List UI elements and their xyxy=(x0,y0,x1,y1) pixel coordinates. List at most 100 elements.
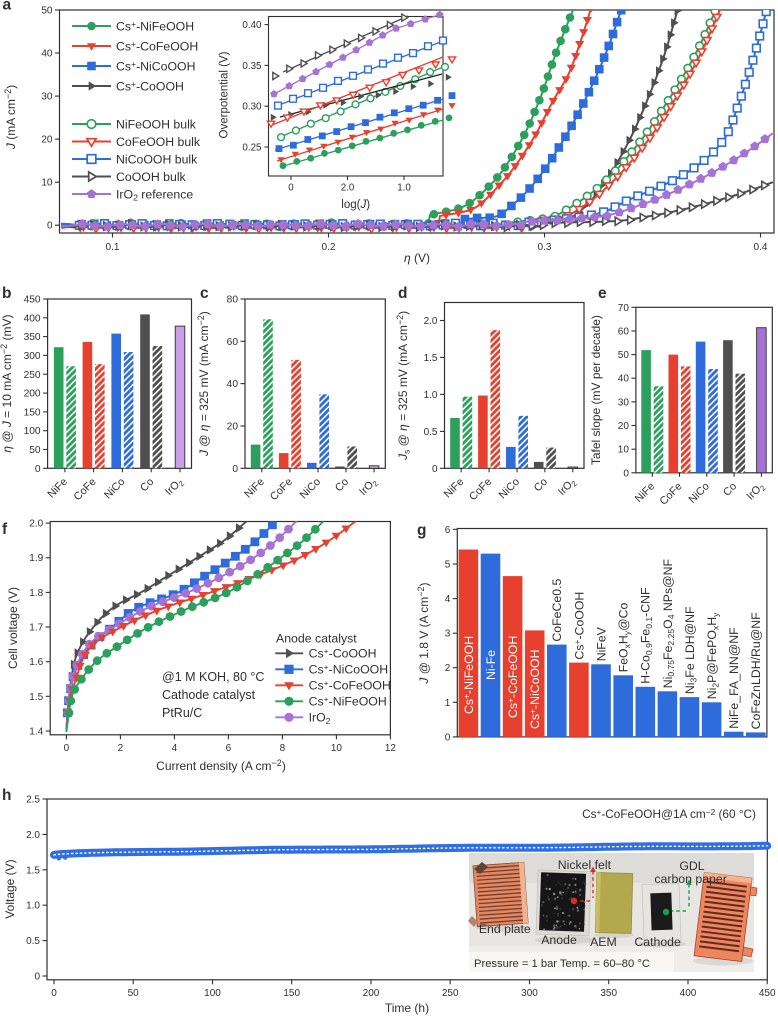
svg-text:Ni0.75​Fe2.25​O4​ NPs@NF: Ni0.75​Fe2.25​O4​ NPs@NF xyxy=(661,558,676,688)
svg-text:6: 6 xyxy=(226,743,232,754)
svg-text:End plate: End plate xyxy=(479,922,531,936)
svg-text:c: c xyxy=(200,285,209,302)
svg-text:J (mA cm−2​): J (mA cm−2​) xyxy=(3,85,18,150)
svg-text:0.40: 0.40 xyxy=(242,20,262,31)
svg-text:Cs+​-NiCoOOH: Cs+​-NiCoOOH xyxy=(309,662,389,676)
svg-text:PtRu/C: PtRu/C xyxy=(162,706,202,720)
svg-text:IrO2​: IrO2​ xyxy=(309,711,331,726)
svg-text:400: 400 xyxy=(24,313,41,324)
svg-text:Anode: Anode xyxy=(541,933,577,947)
svg-text:0: 0 xyxy=(47,221,53,232)
svg-text:Cs+​-NiFeOOH: Cs+​-NiFeOOH xyxy=(116,19,194,33)
svg-text:b: b xyxy=(2,285,11,302)
svg-text:log(J): log(J) xyxy=(341,199,370,211)
svg-text:0: 0 xyxy=(232,464,238,475)
svg-text:0: 0 xyxy=(445,732,451,743)
svg-text:10: 10 xyxy=(41,178,53,189)
svg-text:η @ J = 10 mA cm−2​ (mV): η @ J = 10 mA cm−2​ (mV) xyxy=(0,315,14,453)
svg-text:J @ 1.8 V (A cm−2​): J @ 1.8 V (A cm−2​) xyxy=(416,582,431,684)
svg-text:carbon paper: carbon paper xyxy=(654,872,726,886)
svg-text:Current density (A cm−2​): Current density (A cm−2​) xyxy=(156,758,286,773)
svg-text:GDL: GDL xyxy=(679,859,704,873)
svg-text:CoOOH bulk: CoOOH bulk xyxy=(116,170,187,184)
svg-text:10: 10 xyxy=(618,445,630,456)
svg-text:0: 0 xyxy=(288,183,294,194)
svg-text:20: 20 xyxy=(41,135,53,146)
svg-text:Cathode: Cathode xyxy=(634,935,681,949)
svg-text:1: 1 xyxy=(445,698,451,709)
svg-text:2: 2 xyxy=(445,663,451,674)
svg-text:70: 70 xyxy=(618,303,630,314)
svg-text:0.1: 0.1 xyxy=(106,242,120,253)
svg-text:2.0: 2.0 xyxy=(424,316,438,327)
svg-text:0: 0 xyxy=(51,988,57,999)
svg-text:3: 3 xyxy=(445,629,451,640)
svg-text:0.4: 0.4 xyxy=(754,242,768,253)
svg-text:Cathode catalyst: Cathode catalyst xyxy=(162,688,256,702)
svg-text:450: 450 xyxy=(24,295,41,306)
svg-text:10: 10 xyxy=(331,743,343,754)
svg-text:300: 300 xyxy=(24,351,41,362)
svg-text:350: 350 xyxy=(600,988,617,999)
svg-text:Cs+​-CoFeOOH: Cs+​-CoFeOOH xyxy=(309,678,391,692)
svg-text:80: 80 xyxy=(227,295,239,306)
svg-text:60: 60 xyxy=(618,327,630,338)
svg-text:FeOx​Hy​@Co: FeOx​Hy​@Co xyxy=(617,603,632,673)
svg-text:50: 50 xyxy=(41,6,53,17)
svg-text:1.9: 1.9 xyxy=(29,553,43,564)
svg-text:Ni3​Fe LDH@NF: Ni3​Fe LDH@NF xyxy=(683,606,698,694)
svg-text:2.0: 2.0 xyxy=(341,183,355,194)
svg-text:Ni-Fe: Ni-Fe xyxy=(484,650,498,680)
svg-text:0.3: 0.3 xyxy=(538,242,552,253)
svg-text:d: d xyxy=(398,285,407,302)
svg-text:Cs+​-NiFeOOH: Cs+​-NiFeOOH xyxy=(309,694,387,708)
svg-text:1.4: 1.4 xyxy=(29,727,43,738)
svg-text:0.5: 0.5 xyxy=(424,427,438,438)
svg-text:CoFeZnLDH/Ru@NF: CoFeZnLDH/Ru@NF xyxy=(749,612,763,730)
svg-text:H-Co0.9​Fe0.1​-CNF: H-Co0.9​Fe0.1​-CNF xyxy=(639,587,654,684)
svg-text:1.0: 1.0 xyxy=(397,183,411,194)
svg-text:1.0: 1.0 xyxy=(424,390,438,401)
svg-text:0: 0 xyxy=(623,468,629,479)
svg-text:0: 0 xyxy=(64,743,70,754)
svg-text:40: 40 xyxy=(227,379,239,390)
svg-text:Cs+​-CoFeOOH@1A cm−2​ (60 °C): Cs+​-CoFeOOH@1A cm−2​ (60 °C) xyxy=(582,807,756,821)
svg-text:2.0: 2.0 xyxy=(26,830,40,841)
svg-text:IrO2​ reference: IrO2​ reference xyxy=(116,187,193,202)
svg-text:0.2: 0.2 xyxy=(322,242,336,253)
svg-text:1.5: 1.5 xyxy=(29,692,43,703)
svg-text:40: 40 xyxy=(41,49,53,60)
svg-text:a: a xyxy=(3,0,12,14)
svg-text:4: 4 xyxy=(445,594,451,605)
svg-text:100: 100 xyxy=(204,988,221,999)
svg-text:Cs+​-NiCoOOH: Cs+​-NiCoOOH xyxy=(116,59,196,73)
svg-text:0.5: 0.5 xyxy=(26,936,40,947)
svg-text:Cs+​-CoOOH: Cs+​-CoOOH xyxy=(309,646,377,660)
svg-text:Anode catalyst: Anode catalyst xyxy=(276,632,357,646)
svg-text:1.5: 1.5 xyxy=(424,353,438,364)
svg-text:h: h xyxy=(2,787,11,804)
svg-text:0.30: 0.30 xyxy=(242,102,262,113)
svg-text:1.6: 1.6 xyxy=(29,657,43,668)
svg-text:NiFe_FA_NN@NF: NiFe_FA_NN@NF xyxy=(727,627,741,729)
svg-text:@1 M KOH, 80 °C: @1 M KOH, 80 °C xyxy=(162,670,264,684)
svg-text:Overpotential (V): Overpotential (V) xyxy=(219,51,231,138)
svg-text:40: 40 xyxy=(618,374,630,385)
svg-text:0: 0 xyxy=(432,464,438,475)
svg-text:250: 250 xyxy=(24,370,41,381)
svg-text:1.0: 1.0 xyxy=(26,901,40,912)
svg-text:Cs+​-CoOOH: Cs+​-CoOOH xyxy=(572,592,587,660)
svg-text:CoFeCe0.5: CoFeCe0.5 xyxy=(550,579,564,642)
svg-text:150: 150 xyxy=(24,407,41,418)
svg-text:Tafel slope (mV per decade): Tafel slope (mV per decade) xyxy=(589,315,603,465)
svg-text:0.25: 0.25 xyxy=(242,142,262,153)
svg-text:0: 0 xyxy=(35,464,41,475)
svg-text:Cs+​-CoFeOOH: Cs+​-CoFeOOH xyxy=(116,39,198,53)
svg-text:Cs+​-CoOOH: Cs+​-CoOOH xyxy=(116,79,184,93)
svg-text:250: 250 xyxy=(442,988,459,999)
svg-text:8: 8 xyxy=(280,743,286,754)
svg-text:4: 4 xyxy=(172,743,178,754)
svg-text:Voltage (V): Voltage (V) xyxy=(3,859,17,918)
svg-text:CoFeOOH bulk: CoFeOOH bulk xyxy=(116,135,201,149)
svg-text:Pressure = 1 bar Temp. = 60–8: Pressure = 1 bar Temp. = 60–80 °C xyxy=(474,958,650,970)
